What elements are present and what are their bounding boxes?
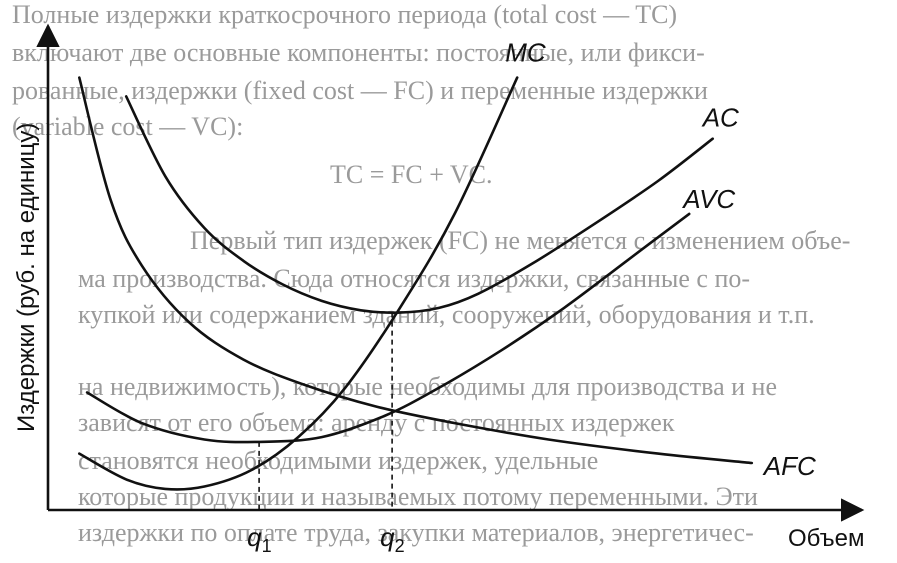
background-text-line: издержки по оплате труда, закупки матери… (78, 518, 754, 547)
x-tick-label-q1: q1 (247, 522, 271, 556)
curves (78, 76, 754, 491)
tick-letter: q (380, 522, 395, 552)
curve-label-afc: AFC (762, 451, 816, 481)
tick-subscript: 1 (262, 536, 272, 556)
curve-label-ac: AC (701, 103, 739, 133)
curve-label-avc: AVC (681, 184, 735, 214)
tick-subscript: 2 (395, 536, 405, 556)
y-axis-title: Издержки (руб. на единицу) (13, 123, 40, 432)
x-axis-title: Объем (788, 525, 864, 552)
background-text-line: (variable cost — VC): (12, 112, 244, 141)
curve-ac (124, 95, 714, 314)
curve-labels: MC AC AVC AFC (505, 38, 816, 481)
curve-label-mc: MC (505, 38, 546, 68)
background-text-line: Первый тип издержек (FC) не меняется с и… (190, 226, 851, 255)
background-text-line: зависят от его объема: аренду с постоянн… (78, 408, 675, 437)
background-text-line: становятся необходимыми издержек, удельн… (78, 446, 599, 475)
background-text-line: ма производства. Сюда относятся издержки… (78, 264, 751, 293)
background-text-line: которые продукции и называемых потому пе… (78, 482, 758, 511)
curve-afc (78, 76, 754, 465)
tick-letter: q (247, 522, 262, 552)
background-text-line: Полные издержки краткосрочного периода (… (12, 0, 678, 29)
curve-avc (85, 212, 691, 444)
background-text-line: на недвижимость), которые необходимы для… (78, 372, 777, 401)
axes (36, 23, 865, 522)
x-tick-labels: q1 q2 (247, 522, 404, 556)
x-tick-label-q2: q2 (380, 522, 404, 556)
curve-mc (78, 76, 519, 491)
background-text-line: включают две основные компоненты: постоя… (12, 38, 705, 67)
tick-guides (258, 312, 393, 510)
background-text-line: TC = FC + VC. (330, 160, 493, 189)
